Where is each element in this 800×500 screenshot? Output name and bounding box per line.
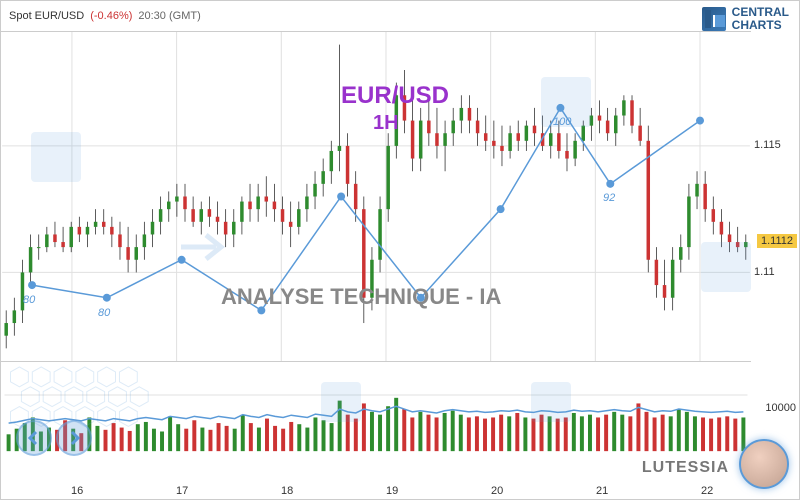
y-tick-label: 1.11 xyxy=(754,266,775,278)
x-tick-label: 22 xyxy=(701,485,713,497)
timestamp: 20:30 (GMT) xyxy=(138,10,200,22)
prev-button[interactable] xyxy=(16,420,52,456)
x-tick-label: 20 xyxy=(491,485,503,497)
x-tick-label: 17 xyxy=(176,485,188,497)
x-tick-label: 19 xyxy=(386,485,398,497)
current-price-marker: 1.1112 xyxy=(757,234,797,248)
y-tick-label: 1.115 xyxy=(754,139,781,151)
x-tick-label: 18 xyxy=(281,485,293,497)
watermark-icon xyxy=(531,382,571,422)
watermark-icon xyxy=(31,132,81,182)
chart-container: Spot EUR/USD (-0.46%) 20:30 (GMT) CENTRA… xyxy=(0,0,800,500)
chart-header: Spot EUR/USD (-0.46%) 20:30 (GMT) CENTRA… xyxy=(1,1,799,31)
logo-text: CENTRALCHARTS xyxy=(732,6,789,32)
x-tick-label: 16 xyxy=(71,485,83,497)
brand-label: LUTESSIA xyxy=(642,459,729,477)
volume-y-tick: 10000 xyxy=(765,402,796,414)
instrument-name: Spot EUR/USD xyxy=(9,10,84,22)
price-y-axis: 1.115 1.11 1.1112 xyxy=(749,31,799,361)
volume-chart[interactable]: 10000 xyxy=(1,361,751,466)
logo[interactable]: CENTRALCHARTS xyxy=(702,6,789,32)
volume-chart-svg xyxy=(1,362,751,466)
price-chart[interactable]: EUR/USD 1H ANALYSE TECHNIQUE - IA 808010… xyxy=(1,31,751,361)
watermark-icon xyxy=(701,242,751,292)
logo-icon xyxy=(702,7,726,31)
price-change: (-0.46%) xyxy=(90,10,132,22)
avatar-icon[interactable] xyxy=(739,439,789,489)
arrow-watermark-icon xyxy=(176,227,236,272)
next-button[interactable] xyxy=(56,420,92,456)
x-tick-label: 21 xyxy=(596,485,608,497)
price-chart-svg xyxy=(1,32,751,361)
watermark-icon xyxy=(321,382,361,422)
x-axis: 16 17 18 19 20 21 22 xyxy=(1,479,751,499)
